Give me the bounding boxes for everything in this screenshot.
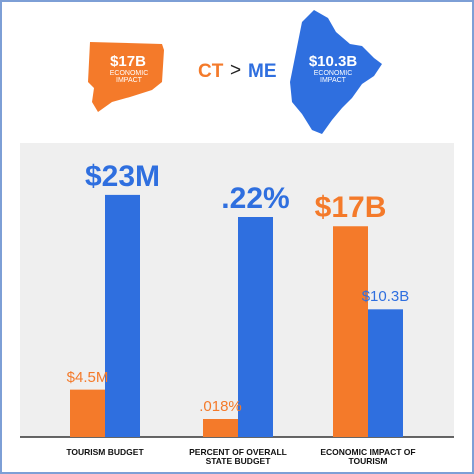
bar (105, 194, 140, 437)
category-label: PERCENT OF OVERALL STATE BUDGET (189, 447, 287, 466)
ct-label: CT (198, 61, 224, 82)
bar (368, 309, 403, 437)
value-label: .018% (199, 398, 242, 415)
value-label: $4.5M (66, 368, 109, 386)
value-label: $17B (314, 191, 387, 225)
value-label: $10.3B (361, 288, 410, 306)
comparator: > (230, 60, 242, 81)
value-label: .22% (221, 182, 290, 215)
ct-map (88, 42, 164, 112)
me-label: ME (248, 61, 277, 82)
me-map (290, 10, 382, 134)
me-caption: ECONOMIC IMPACT (313, 70, 353, 85)
bar (70, 389, 105, 437)
me-value: $10.3B (308, 53, 358, 70)
value-label: $23M (84, 159, 161, 193)
ct-value: $17B (110, 53, 146, 70)
category-label: TOURISM BUDGET (66, 447, 144, 457)
bar (238, 217, 273, 437)
bar (333, 226, 368, 437)
category-label: ECONOMIC IMPACT OF TOURISM (320, 447, 416, 466)
ct-caption: ECONOMIC IMPACT (109, 70, 149, 85)
bar (203, 419, 238, 437)
